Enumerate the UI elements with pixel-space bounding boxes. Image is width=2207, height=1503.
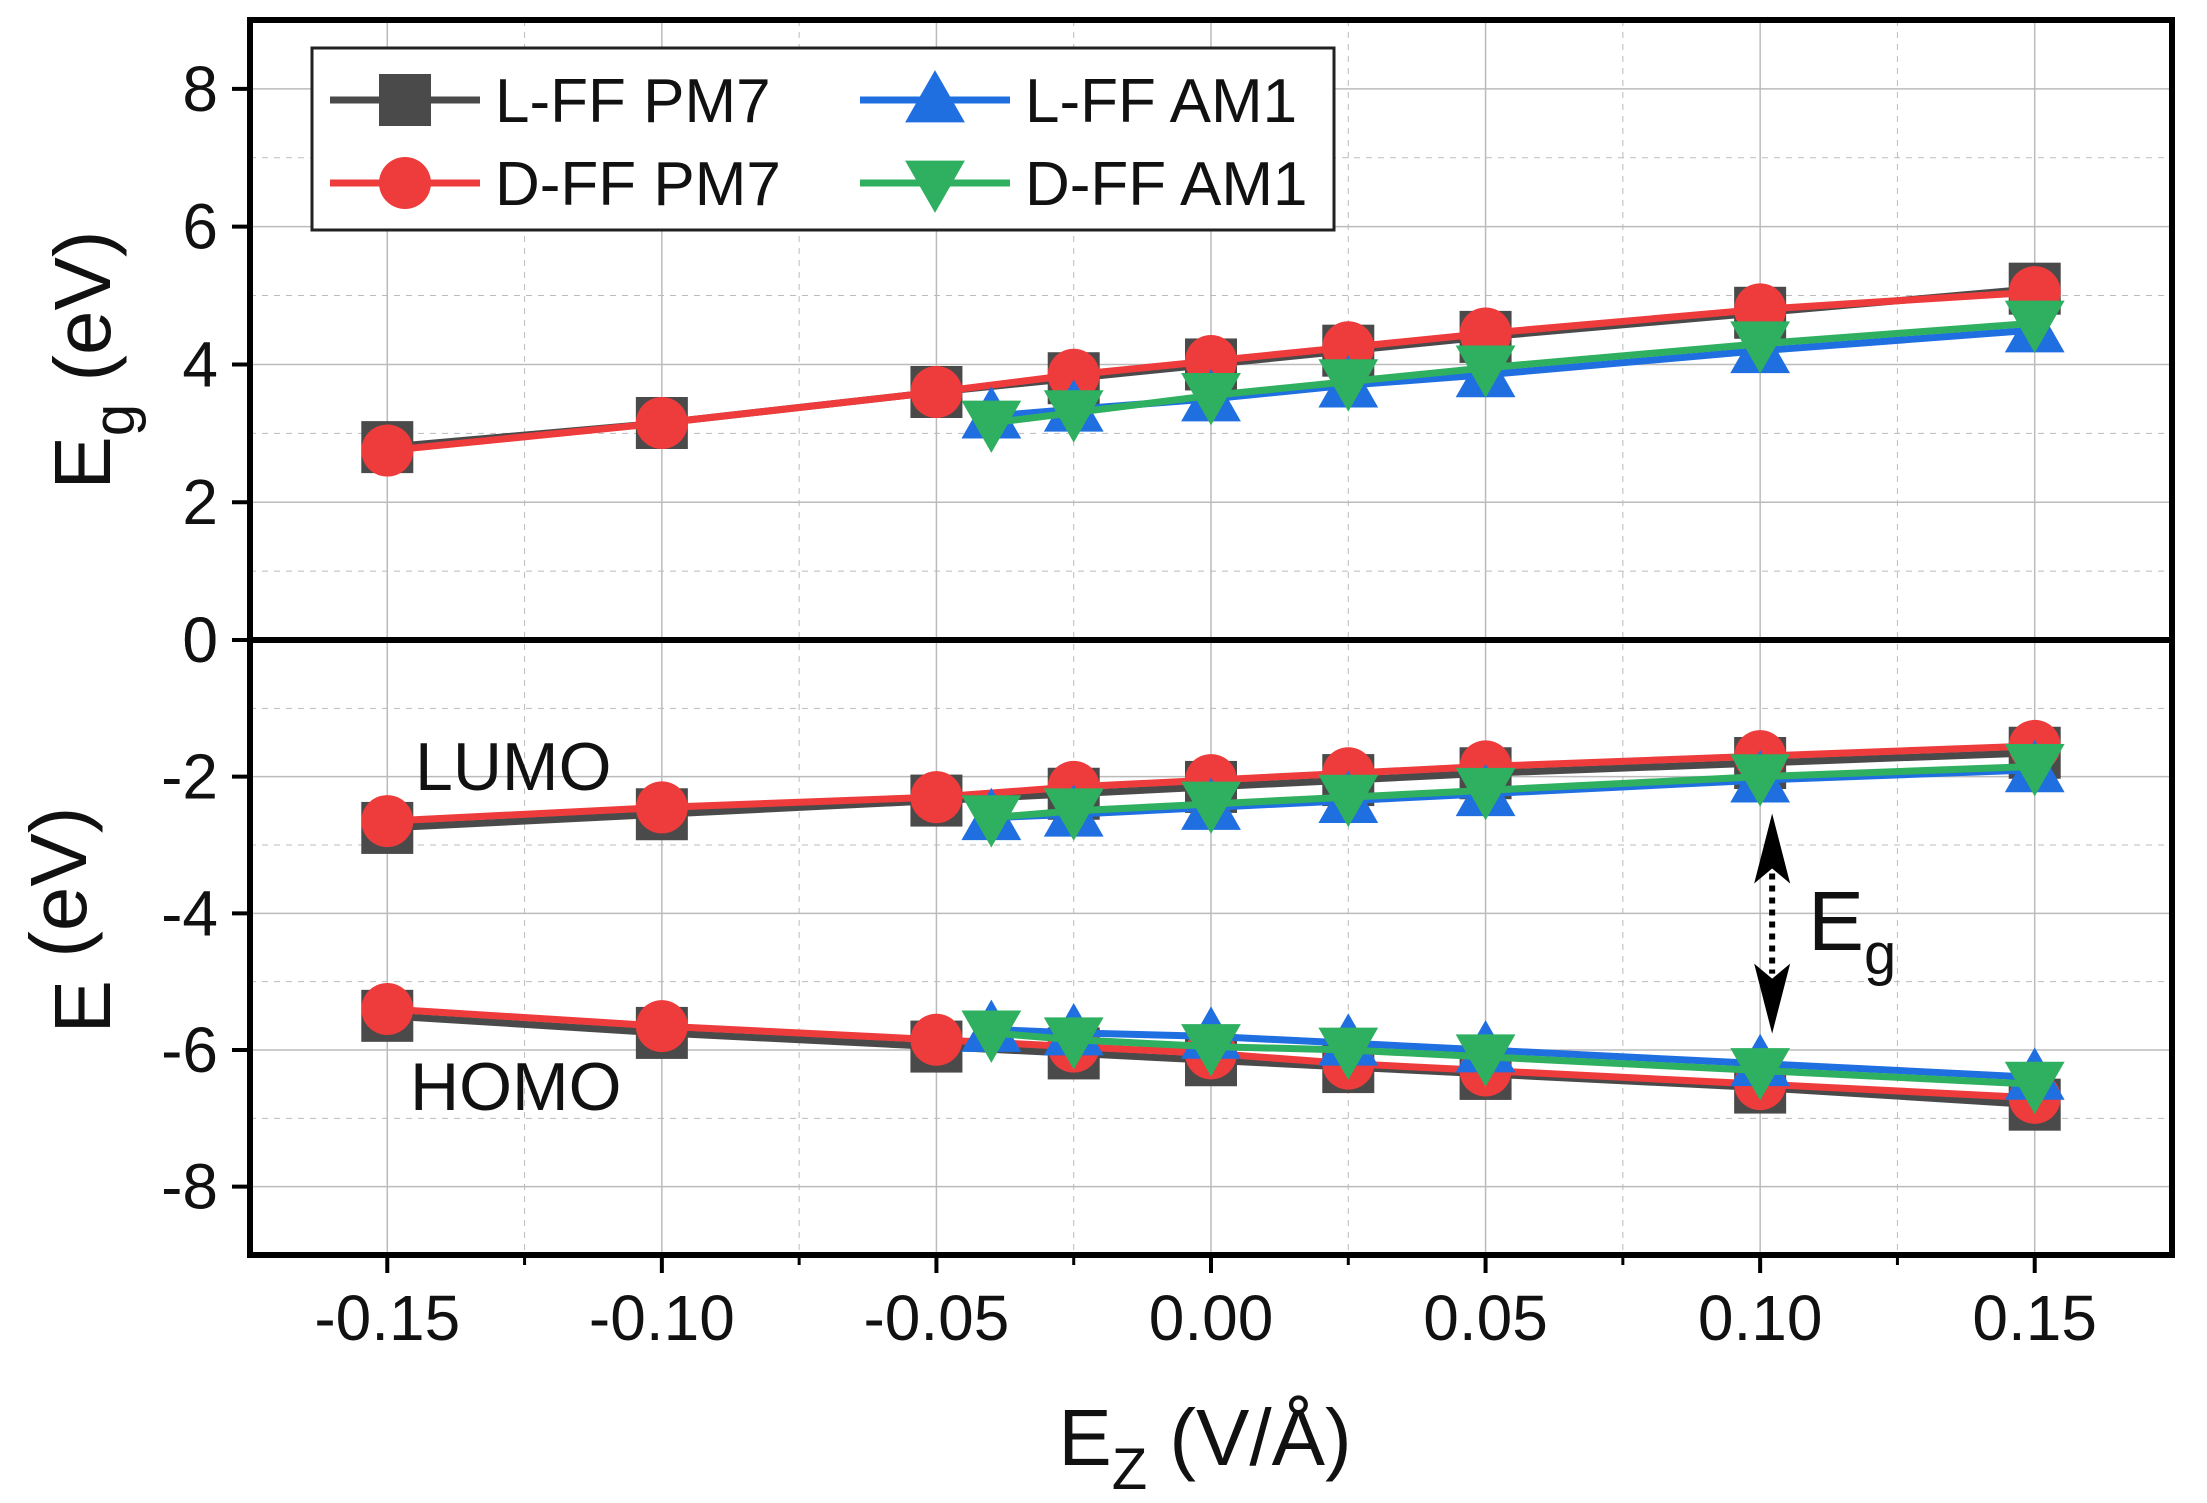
marker-triangle-down [1043, 390, 1104, 443]
legend-label: L-FF AM1 [1025, 67, 1297, 136]
marker-triangle-down [905, 160, 965, 213]
marker-circle [910, 366, 963, 418]
marker-triangle-down [1318, 774, 1379, 828]
legend-item: L-FF PM7 [330, 67, 771, 136]
legend-item: L-FF AM1 [860, 67, 1297, 136]
y-tick-label: -6 [161, 1014, 218, 1086]
marker-triangle-down [2004, 300, 2065, 354]
x-tick-label: 0.05 [1423, 1282, 1548, 1354]
marker-triangle-down [961, 1010, 1022, 1063]
series-d-ff-am1 [961, 743, 2065, 848]
legend-label: L-FF PM7 [495, 67, 771, 136]
x-tick-label: 0.00 [1149, 1282, 1274, 1354]
marker-square [379, 74, 431, 126]
series-layer [361, 262, 2065, 1131]
marker-triangle-down [1181, 373, 1241, 426]
marker-triangle-down [1043, 1017, 1104, 1070]
homo-label: HOMO [410, 1049, 622, 1125]
legend-box [310, 46, 1336, 232]
x-tick-label: -0.15 [314, 1282, 460, 1354]
x-axis-title: EZ (V/Å) [1058, 1393, 1351, 1502]
marker-circle [361, 983, 414, 1035]
marker-triangle-down [1455, 345, 1516, 398]
y-tick-label: -4 [161, 877, 218, 949]
y-axis-title-bottom: E (eV) [14, 807, 127, 1034]
marker-circle [361, 795, 414, 848]
marker-triangle-down [1455, 1034, 1516, 1087]
x-tick-label: -0.10 [589, 1282, 735, 1354]
x-tick-label: 0.15 [1972, 1282, 2097, 1354]
y-tick-label: 6 [182, 191, 218, 263]
band-gap-arrow [1754, 813, 1791, 1034]
legend-label: D-FF AM1 [1025, 150, 1307, 219]
marker-circle [379, 157, 431, 209]
marker-triangle-down [1318, 1027, 1379, 1080]
marker-triangle-down [1181, 781, 1241, 834]
marker-triangle-down [2004, 743, 2065, 797]
y-tick-label: 4 [182, 328, 218, 400]
axis-ticks: -0.15 -0.10 -0.05 0.00 0.05 0.10 0.15 0 2 4 6 8 -8 -6… [161, 53, 2097, 1354]
legend: L-FF PM7 L-FF AM1 D-FF PM7 D-FF AM1 [310, 46, 1336, 232]
legend-label: D-FF PM7 [495, 150, 781, 219]
marker-triangle-down [961, 400, 1022, 453]
marker-triangle-up [905, 70, 965, 123]
legend-item: D-FF PM7 [330, 150, 781, 219]
arrow-head-down [1754, 963, 1791, 1034]
marker-triangle-down [1318, 359, 1379, 412]
marker-circle [1047, 348, 1100, 401]
marker-circle [635, 1000, 688, 1053]
y-tick-label: -8 [161, 1151, 218, 1223]
marker-triangle-down [961, 795, 1022, 848]
series-d-ff-am1 [961, 1010, 2065, 1115]
marker-triangle-down [1455, 767, 1516, 821]
x-tick-label: -0.05 [863, 1282, 1009, 1354]
marker-triangle-down [1730, 754, 1791, 807]
marker-circle [635, 397, 688, 449]
y-axis-title-top: Eg (eV) [38, 231, 147, 490]
marker-circle [361, 424, 414, 477]
marker-triangle-down [2004, 1061, 2065, 1115]
marker-triangle-down [1181, 1024, 1241, 1077]
legend-item: D-FF AM1 [860, 150, 1307, 219]
marker-triangle-down [1730, 1048, 1791, 1101]
lumo-label: LUMO [415, 729, 611, 805]
x-tick-label: 0.10 [1698, 1282, 1823, 1354]
marker-triangle-down [1730, 321, 1791, 374]
series-d-ff-am1 [961, 300, 2065, 453]
band-gap-label: Eg [1808, 874, 1896, 987]
y-tick-label: 0 [182, 604, 218, 676]
y-tick-label: 2 [182, 466, 218, 538]
y-tick-label: 0 [182, 604, 218, 676]
marker-triangle-down [1043, 788, 1104, 841]
y-tick-label: 8 [182, 53, 218, 125]
y-tick-label: -2 [161, 741, 218, 813]
marker-circle [910, 1013, 963, 1066]
marker-circle [635, 781, 688, 834]
marker-circle [910, 771, 963, 824]
arrow-head-up [1754, 813, 1791, 884]
